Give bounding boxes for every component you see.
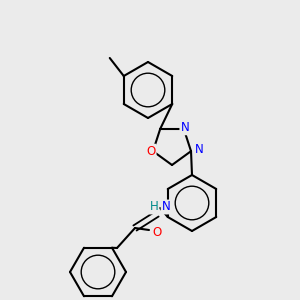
Text: H: H (150, 200, 158, 214)
Text: O: O (146, 145, 156, 158)
Text: N: N (180, 121, 189, 134)
Text: N: N (162, 200, 170, 214)
Text: O: O (152, 226, 162, 239)
Text: N: N (195, 143, 203, 156)
